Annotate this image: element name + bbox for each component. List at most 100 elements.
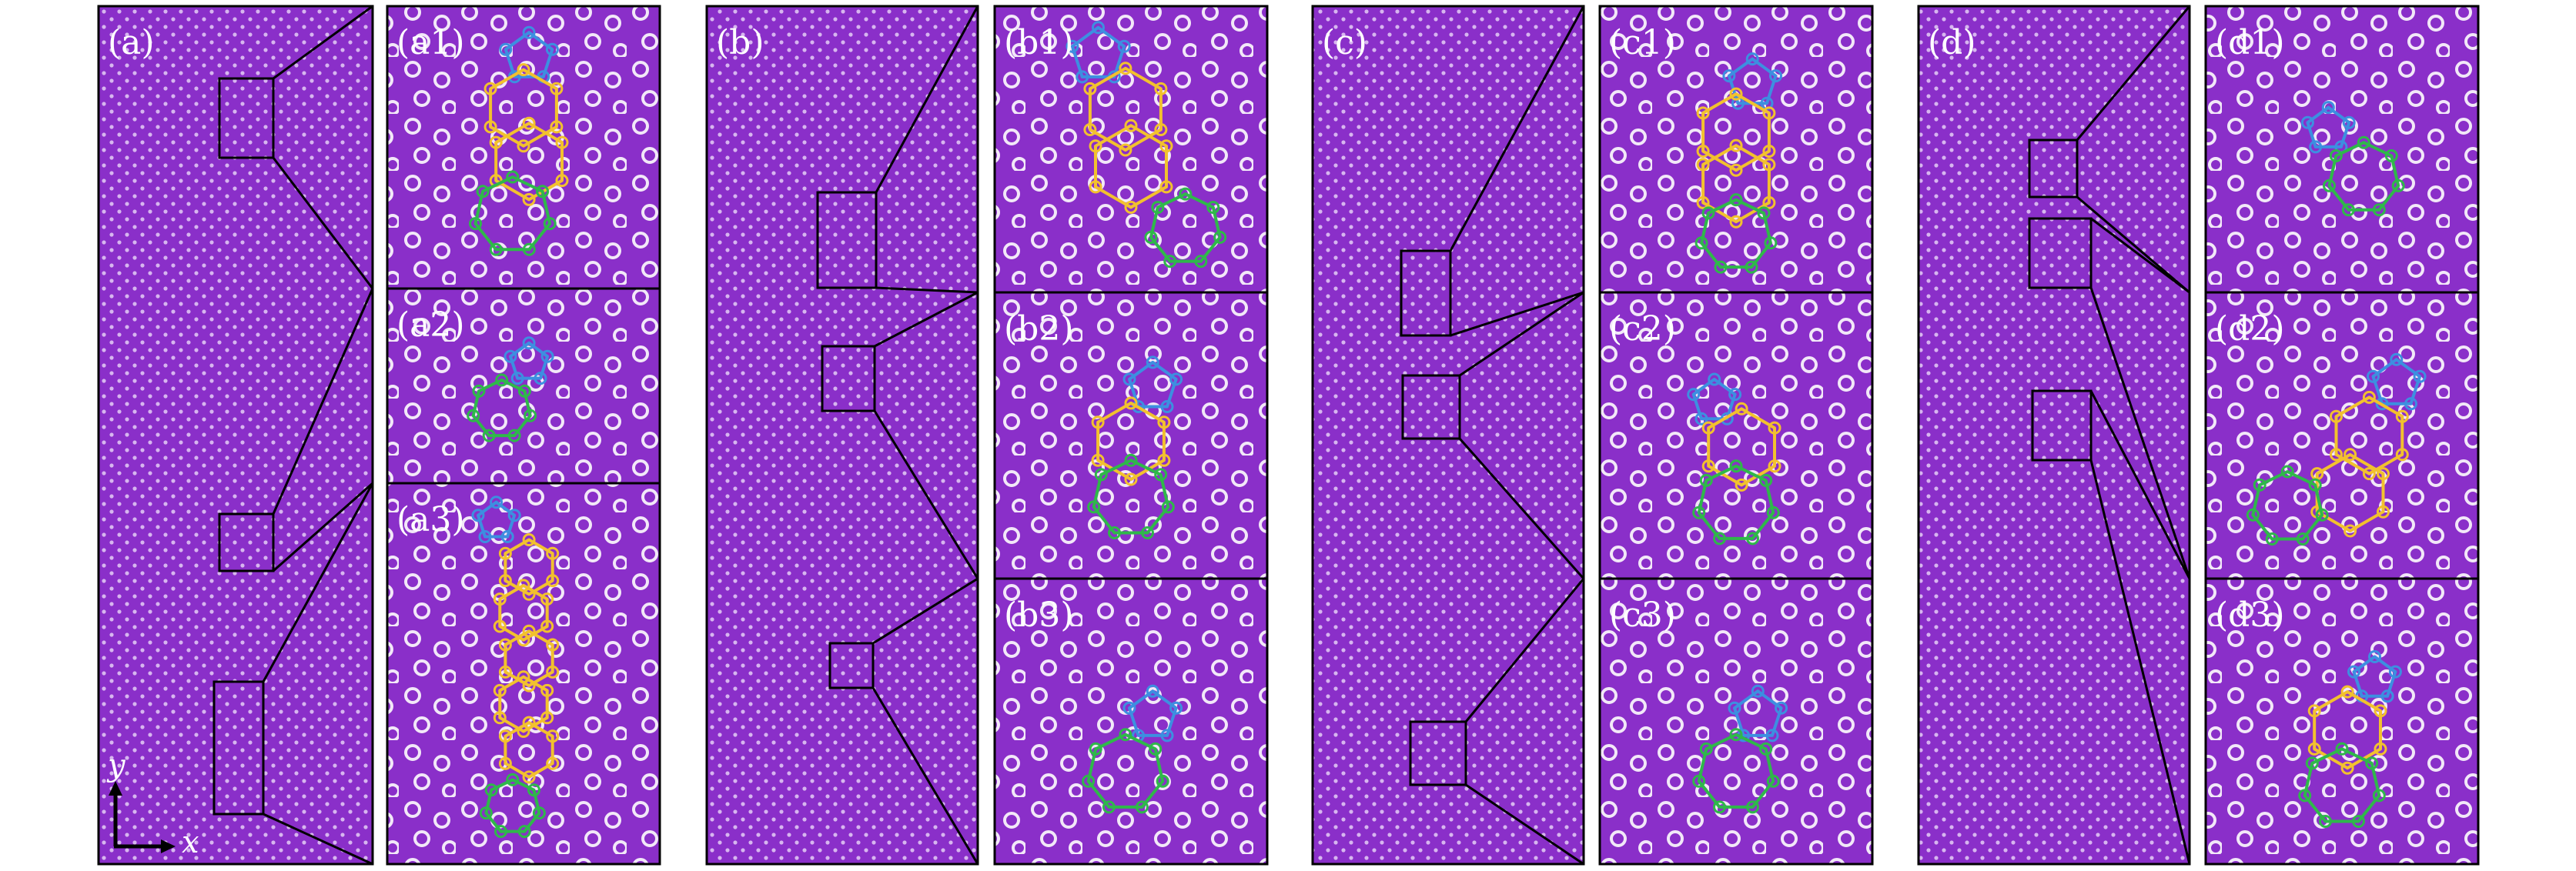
zoom-label-c2: (c2) — [1609, 309, 1676, 349]
zoom-box-d1 — [2028, 138, 2079, 199]
connector-a3-bottom — [263, 813, 373, 866]
ring-vertex-d2-3-1 — [2343, 448, 2357, 462]
ring-vertex-c3-1-5 — [1728, 701, 1741, 715]
ring-vertex-a1-3-2 — [555, 135, 569, 149]
ring-vertex-c1-2-4 — [1729, 163, 1743, 177]
zoom-box-c1 — [1400, 249, 1452, 337]
connector-c3-top — [1464, 578, 1585, 722]
ring-vertex-c1-1-1 — [1745, 52, 1759, 66]
panel-label-a: (a) — [108, 23, 155, 62]
ring-vertex-b2-1-3 — [1160, 400, 1174, 413]
ring-vertex-c1-1-2 — [1769, 69, 1782, 83]
ring-yellow-b1-3 — [1094, 124, 1168, 209]
connector-d3-top — [2089, 390, 2191, 579]
ring-vertex-a1-2-5 — [483, 120, 497, 134]
group-d: (d) (d1) (d2) (d3) — [1917, 5, 2480, 866]
ring-vertex-a3-5-3 — [540, 711, 554, 725]
ring-vertex-d3-2-5 — [2307, 742, 2321, 756]
ring-vertex-b1-2-4 — [1119, 143, 1132, 157]
ring-vertex-b2-2-1 — [1124, 396, 1138, 410]
ring-vertex-d1-1-1 — [2321, 101, 2335, 115]
ring-vertex-c2-3-6 — [1692, 506, 1706, 519]
connector-a2-bottom — [273, 482, 373, 572]
ring-vertex-b3-1-5 — [1122, 701, 1136, 715]
ring-vertex-d3-2-1 — [2340, 685, 2354, 699]
ring-vertex-a3-3-6 — [493, 592, 507, 606]
ring-vertex-a3-7-3 — [532, 806, 546, 820]
ring-yellow-d2-2 — [2334, 395, 2404, 476]
ring-vertex-c2-3-1 — [1729, 459, 1743, 473]
ring-vertex-c1-4-7 — [1701, 206, 1715, 220]
ring-vertex-b1-3-5 — [1089, 180, 1102, 194]
ring-vertex-b1-3-2 — [1159, 139, 1173, 153]
ring-vertex-a3-2-6 — [498, 546, 512, 560]
ring-vertex-b2-1-4 — [1132, 400, 1146, 413]
ring-vertex-d2-4-2 — [2308, 478, 2322, 492]
ring-vertex-b1-4-2 — [1206, 201, 1220, 214]
zoom-panel-b3 — [993, 577, 1269, 866]
ring-vertex-a1-4-6 — [469, 217, 482, 231]
ring-vertex-b2-2-3 — [1157, 453, 1171, 467]
connector-b3-top — [872, 577, 979, 645]
ring-vertex-a3-6-3 — [546, 756, 560, 770]
ring-vertex-b1-4-1 — [1179, 187, 1193, 201]
ring-vertex-c1-2-1 — [1729, 87, 1743, 101]
ring-vertex-d1-2-3 — [2391, 179, 2405, 192]
panel-label-d: (d) — [1928, 23, 1976, 62]
connector-d2-top — [2090, 217, 2190, 294]
ring-vertex-c1-3-5 — [1696, 195, 1710, 209]
ring-vertex-a3-4-5 — [498, 665, 512, 679]
ring-vertex-a3-1-5 — [471, 509, 485, 522]
ring-vertex-a3-2-2 — [546, 546, 560, 560]
ring-vertex-a3-7-5 — [494, 825, 507, 839]
ring-vertex-c2-1-5 — [1687, 388, 1701, 402]
ring-yellow-c2-2 — [1707, 407, 1776, 487]
ring-vertex-d1-2-6 — [2323, 179, 2336, 192]
ring-vertex-a3-3-3 — [540, 619, 554, 633]
ring-vertex-b1-4-6 — [1144, 230, 1158, 244]
ring-vertex-d2-2-6 — [2330, 409, 2343, 423]
ring-vertex-d2-4-5 — [2265, 532, 2279, 546]
ring-yellow-a3-6 — [503, 721, 554, 779]
ring-vertex-a3-5-2 — [540, 683, 554, 697]
ring-vertex-c2-3-7 — [1699, 473, 1713, 487]
ring-vertex-a1-4-1 — [506, 170, 520, 184]
ring-vertex-d3-1-3 — [2380, 689, 2394, 703]
ring-vertex-c2-3-2 — [1759, 473, 1773, 487]
ring-vertex-c3-2-6 — [1692, 774, 1706, 788]
ring-vertex-b2-2-4 — [1124, 472, 1138, 486]
zoom-panel-d3 — [2204, 577, 2480, 866]
ring-vertex-c3-2-7 — [1699, 742, 1713, 756]
connector-d2-bottom — [2089, 287, 2191, 579]
y-axis-arrowhead — [109, 781, 122, 796]
connector-b2-top — [874, 291, 979, 348]
ring-vertex-d1-2-7 — [2329, 149, 2343, 162]
ring-vertex-c1-3-1 — [1729, 138, 1743, 152]
zoom-box-b3 — [828, 642, 875, 689]
connector-a3-top — [262, 482, 374, 682]
ring-vertex-b1-3-6 — [1089, 139, 1102, 153]
ring-vertex-a3-3-1 — [517, 579, 530, 592]
ring-vertex-b3-2-5 — [1102, 800, 1116, 814]
ring-vertex-d3-3-7 — [2305, 756, 2319, 770]
ring-vertex-c1-3-4 — [1729, 215, 1743, 229]
ring-vertex-d3-1-2 — [2388, 665, 2402, 679]
zoom-panel-c3 — [1598, 577, 1874, 866]
ring-vertex-a1-1-2 — [545, 42, 559, 56]
ring-vertex-c2-2-1 — [1735, 402, 1748, 415]
ring-vertex-b3-2-6 — [1082, 774, 1096, 788]
ring-vertex-b1-2-5 — [1083, 123, 1097, 136]
ring-vertex-d2-4-1 — [2280, 465, 2294, 479]
ring-vertex-c2-3-5 — [1713, 532, 1726, 546]
ring-vertex-d2-2-3 — [2395, 448, 2409, 462]
ring-vertex-c3-2-1 — [1729, 728, 1743, 742]
connector-c2-bottom — [1458, 438, 1585, 579]
ring-vertex-c1-2-5 — [1696, 145, 1710, 158]
ring-vertex-b2-3-2 — [1154, 468, 1168, 482]
connector-b1-top — [875, 5, 979, 193]
ring-vertex-a1-3-6 — [489, 135, 503, 149]
ring-green-a3-7 — [484, 778, 541, 833]
panel-label-b: (b) — [716, 23, 764, 62]
ring-vertex-d1-2-5 — [2341, 203, 2355, 217]
ring-vertex-a2-1-1 — [522, 336, 536, 350]
